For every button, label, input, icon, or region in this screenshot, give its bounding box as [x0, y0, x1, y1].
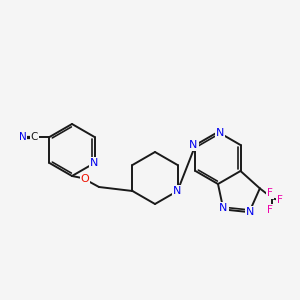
Text: N: N: [90, 158, 99, 168]
Text: N: N: [189, 140, 198, 150]
Text: C: C: [31, 132, 38, 142]
Text: N: N: [216, 128, 224, 138]
Text: N: N: [173, 186, 182, 196]
Text: N: N: [219, 203, 228, 213]
Text: O: O: [81, 174, 89, 184]
Text: N: N: [246, 207, 254, 217]
Text: F: F: [267, 206, 273, 215]
Text: F: F: [277, 195, 283, 206]
Text: N: N: [19, 132, 26, 142]
Text: F: F: [267, 188, 273, 198]
